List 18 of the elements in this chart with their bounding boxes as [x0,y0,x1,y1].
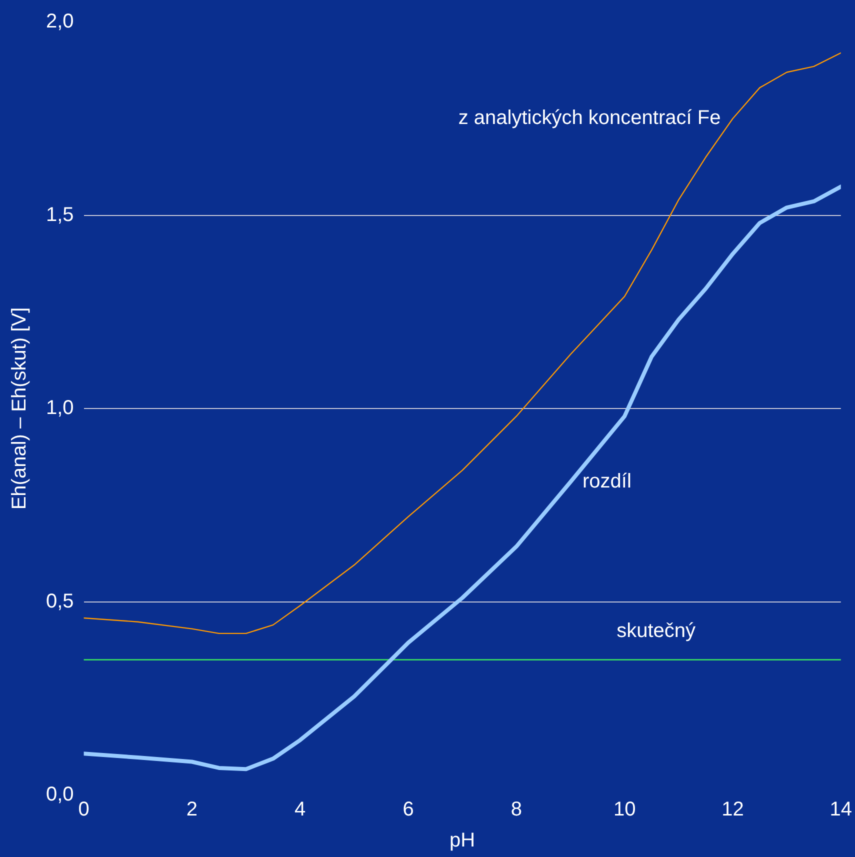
y-tick-label: 1,5 [46,204,74,226]
x-tick-label: 8 [510,798,522,821]
x-tick-label: 10 [613,798,636,821]
x-tick-label: 12 [722,798,744,821]
x-tick-label: 2 [186,798,198,821]
series-label: rozdíl [582,470,632,492]
x-tick-label: 0 [78,798,90,821]
x-tick-label: 6 [402,798,414,821]
y-tick-label: 2,0 [46,10,74,33]
x-axis-title: pH [450,830,476,852]
series-label: z analytických koncentrací Fe [458,107,721,130]
x-tick-label: 4 [294,798,306,821]
y-tick-label: 0,0 [46,784,74,806]
y-axis-title: Eh(anal) – Eh(skut) [V] [8,307,31,510]
x-tick-label: 14 [830,798,852,821]
y-tick-label: 1,0 [46,397,74,420]
y-tick-label: 0,5 [46,590,74,612]
series-label: skutečný [616,620,696,642]
